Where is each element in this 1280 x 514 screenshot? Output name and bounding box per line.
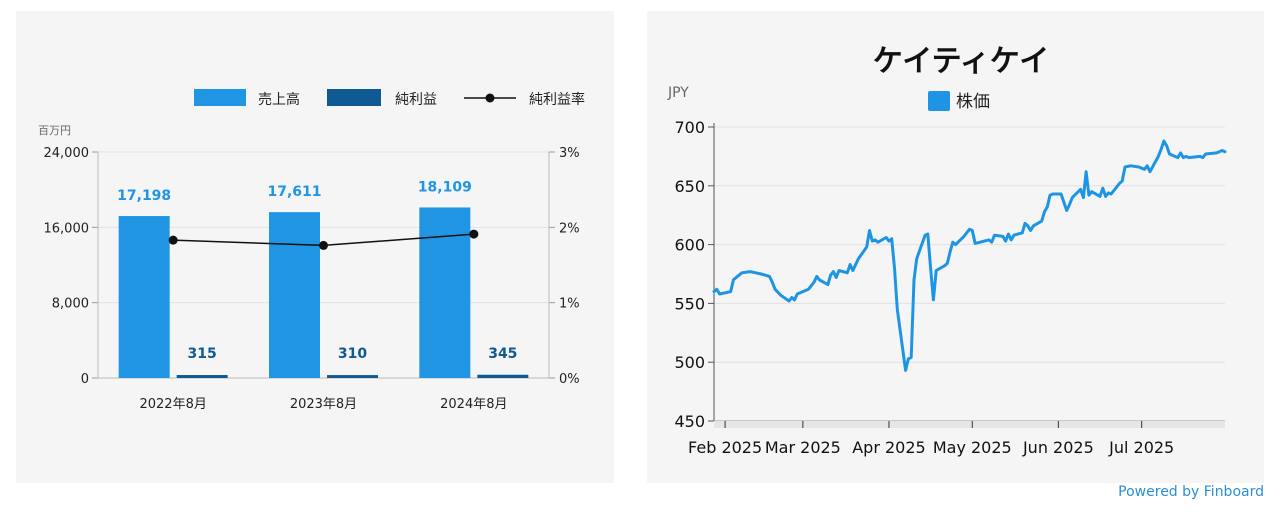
financials-chart-panel: 売上高 純利益 純利益率 百万円 0 8,000 16,000 24,000 0% 1% 2… bbox=[16, 11, 614, 483]
price-line bbox=[712, 139, 1227, 372]
legend-label-net-income: 純利益 bbox=[395, 92, 437, 108]
right-tick-label: 1% bbox=[559, 297, 580, 312]
data-label-net-income: 315 bbox=[188, 346, 217, 362]
legend-marker-margin bbox=[485, 93, 495, 103]
margin-point bbox=[469, 229, 479, 239]
powered-by-link[interactable]: Powered by Finboard bbox=[1118, 484, 1264, 500]
price-x-tick-label: May 2025 bbox=[933, 438, 1012, 457]
margin-point bbox=[319, 240, 328, 250]
category-label: 2023年8月 bbox=[290, 397, 357, 412]
category-label: 2022年8月 bbox=[139, 397, 206, 412]
price-y-tick-label: 500 bbox=[674, 353, 705, 372]
bar-net-income bbox=[176, 375, 228, 378]
left-tick-label: 0 bbox=[81, 372, 89, 387]
price-x-tick-label: Apr 2025 bbox=[852, 438, 925, 457]
left-tick-label: 24,000 bbox=[44, 146, 90, 161]
left-tick-label: 16,000 bbox=[44, 221, 90, 236]
price-y-tick-label: 450 bbox=[674, 412, 705, 431]
price-x-tick-label: Jun 2025 bbox=[1022, 438, 1094, 457]
units-label: 百万円 bbox=[38, 124, 71, 137]
category-label: 2024年8月 bbox=[440, 397, 507, 412]
legend-label-price: 株価 bbox=[956, 92, 990, 112]
right-tick-label: 2% bbox=[559, 221, 580, 236]
data-label-revenue: 17,611 bbox=[267, 184, 321, 200]
price-x-tick-label: Feb 2025 bbox=[688, 438, 762, 457]
bar-revenue bbox=[269, 212, 320, 378]
bar-net-income bbox=[327, 375, 378, 378]
price-y-tick-label: 650 bbox=[674, 177, 705, 196]
data-label-net-income: 345 bbox=[488, 346, 517, 362]
margin-point bbox=[168, 235, 178, 245]
legend-swatch-price bbox=[928, 91, 950, 111]
legend-label-margin: 純利益率 bbox=[529, 91, 585, 108]
currency-label: JPY bbox=[667, 85, 689, 101]
legend-swatch-revenue bbox=[194, 89, 246, 106]
stock-price-chart-panel: ケイティケイ JPY 株価 450 500 550 600 650 700 Feb 2025… bbox=[647, 11, 1264, 483]
data-label-revenue: 17,198 bbox=[117, 188, 171, 204]
price-y-tick-label: 550 bbox=[674, 294, 705, 313]
legend-label-revenue: 売上高 bbox=[258, 91, 300, 108]
price-x-tick-label: Jul 2025 bbox=[1108, 438, 1174, 457]
company-title: ケイティケイ bbox=[873, 44, 1049, 79]
financials-legend: 売上高 純利益 純利益率 bbox=[194, 89, 585, 108]
price-y-tick-label: 700 bbox=[674, 118, 705, 137]
stock-price-chart: ケイティケイ JPY 株価 450 500 550 600 650 700 Feb 2025… bbox=[667, 44, 1227, 457]
bar-revenue bbox=[118, 216, 170, 378]
price-x-tick-label: Mar 2025 bbox=[765, 438, 841, 457]
stock-price-plot-area: 450 500 550 600 650 700 Feb 2025 Mar 2025 Apr 20… bbox=[674, 118, 1227, 457]
price-y-tick-label: 600 bbox=[674, 236, 705, 255]
data-label-revenue: 18,109 bbox=[418, 179, 472, 195]
data-label-net-income: 310 bbox=[338, 346, 367, 362]
legend-swatch-net-income bbox=[327, 89, 381, 106]
right-tick-label: 3% bbox=[559, 146, 580, 161]
price-x-axis-band bbox=[714, 421, 1225, 428]
financials-chart: 売上高 純利益 純利益率 百万円 0 8,000 16,000 24,000 0% 1% 2… bbox=[38, 89, 585, 412]
bar-revenue bbox=[419, 207, 471, 378]
bar-net-income bbox=[477, 374, 529, 378]
right-tick-label: 0% bbox=[559, 372, 580, 387]
financials-plot-area: 0 8,000 16,000 24,000 0% 1% 2% 3% 17,198 315 2022年… bbox=[44, 146, 580, 412]
left-tick-label: 8,000 bbox=[52, 297, 89, 312]
